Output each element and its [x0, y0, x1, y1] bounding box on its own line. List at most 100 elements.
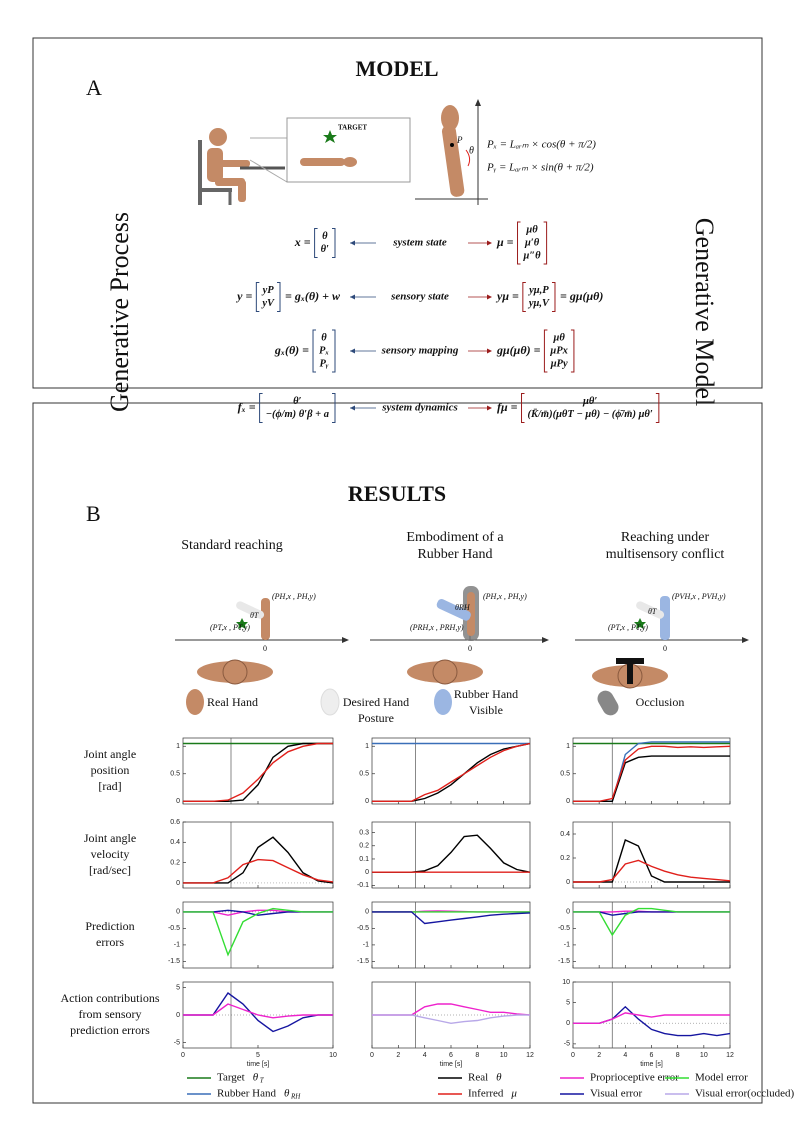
panel-letter: B — [86, 501, 101, 526]
x-tick-label: 8 — [676, 1052, 680, 1059]
y-tick-label: -1.5 — [357, 958, 369, 965]
equation-rhs: = gμ(μθ) — [560, 289, 603, 303]
legend-label: Proprioceptive error — [590, 1072, 679, 1084]
series-line — [573, 907, 730, 937]
y-tick-label: 0.1 — [359, 856, 369, 863]
legend-label: Model error — [695, 1072, 748, 1084]
x-tick-label: 6 — [650, 1052, 654, 1059]
scene-label: θT — [648, 607, 657, 616]
legend-symbol: θ — [253, 1072, 259, 1084]
scene-label: (PH,x , PH,y) — [483, 592, 527, 601]
plot-frame — [371, 821, 531, 889]
matrix-entry: θ — [321, 332, 327, 343]
equation: x = θ θ′ — [294, 228, 336, 258]
y-tick-label: -0.5 — [558, 925, 570, 932]
panel-title: RESULTS — [348, 481, 446, 506]
row-label: from sensory — [79, 1007, 142, 1021]
row-label: position — [91, 763, 130, 777]
icon-row — [186, 688, 619, 716]
series-line — [372, 1014, 530, 1025]
matrix-entry: μPy — [550, 358, 568, 369]
y-tick-label: 0.2 — [170, 859, 180, 866]
icon-label: Rubber Hand — [454, 687, 518, 701]
plot-frame — [182, 821, 334, 889]
y-tick-label: -1 — [363, 942, 369, 949]
series-line — [183, 907, 333, 957]
y-tick-label: -1.5 — [558, 958, 570, 965]
x-tick-label: 12 — [526, 1052, 534, 1059]
equation: μ = μθ μ′θ μ″θ — [496, 221, 548, 265]
matrix-entry: yμ,P — [527, 285, 549, 296]
plot-frame — [182, 737, 334, 805]
equation-lhs: gμ(μθ) = — [496, 343, 541, 357]
matrix-entry: θ — [322, 231, 328, 242]
x-tick-label: 4 — [423, 1052, 427, 1059]
legend-subscript: RH — [290, 1093, 301, 1101]
person-illustration — [198, 117, 411, 205]
x-tick-label: 5 — [256, 1052, 260, 1059]
scene-label: (PT,x , PT,y) — [608, 623, 648, 632]
legend-subscript: T — [260, 1077, 265, 1085]
bracket — [255, 282, 260, 312]
y-tick-label: 0.4 — [560, 831, 570, 838]
column-title: Rubber Hand — [417, 547, 492, 562]
arm-equation: Pᵧ = Lₐᵣₘ × sin(θ + π/2) — [486, 162, 594, 174]
mapping-label: sensory mapping — [381, 345, 459, 357]
bracket — [543, 221, 548, 265]
arrowhead — [350, 405, 355, 411]
x-axis-label: time [s] — [640, 1061, 663, 1068]
point-label: P — [456, 135, 463, 145]
y-tick-label: 0 — [176, 880, 180, 887]
y-tick-label: 0 — [566, 909, 570, 916]
bracket — [332, 329, 336, 373]
x-tick-label: 10 — [500, 1052, 508, 1059]
legend-label: Inferred — [468, 1088, 504, 1100]
axis-zero: 0 — [663, 644, 667, 653]
row-label: Action contributions — [61, 991, 160, 1005]
equation-lhs: y = — [235, 289, 252, 303]
matrix-entry: μθ — [553, 332, 566, 343]
equation: y = yP yV = gₓ(θ) + w — [235, 282, 341, 312]
axis-zero: 0 — [263, 644, 267, 653]
matrix-entry: μ′θ — [524, 237, 540, 248]
column-title: Standard reaching — [181, 538, 282, 553]
scene-rubber — [370, 586, 549, 685]
panel-a-frame — [32, 37, 763, 389]
arrowhead — [350, 294, 355, 300]
mapping-label: sensory state — [390, 291, 449, 303]
equation: fμ = μθ′(K̄/m̄)(μθT − μθ) − (ϕ̄/m̄) μθ′ — [497, 393, 660, 423]
y-tick-label: -1 — [174, 942, 180, 949]
arm-equation: Pₓ = Lₐᵣₘ × cos(θ + π/2) — [486, 139, 596, 151]
y-tick-label: 0.5 — [170, 771, 180, 778]
legend-symbol: θ — [496, 1072, 502, 1084]
x-tick-label: 12 — [726, 1052, 734, 1059]
legend-label: Rubber Hand — [217, 1088, 276, 1100]
column-title: Reaching under — [621, 530, 710, 545]
angle-label: θ — [469, 145, 474, 156]
y-tick-label: 0 — [566, 1020, 570, 1027]
y-tick-label: -5 — [564, 1041, 570, 1048]
y-tick-label: 0.5 — [560, 771, 570, 778]
row-label: prediction errors — [70, 1023, 150, 1037]
row-label: errors — [96, 935, 124, 949]
series-line — [372, 911, 530, 925]
y-tick-label: 0 — [176, 909, 180, 916]
equation-lhs: fμ = — [497, 400, 518, 414]
x-tick-label: 0 — [571, 1052, 575, 1059]
y-tick-label: -0.5 — [168, 925, 180, 932]
equation: gμ(μθ) = μθ μPx μPy — [496, 329, 575, 373]
arrowhead — [350, 348, 355, 354]
bracket — [332, 228, 336, 258]
equation-lhs: gₓ(θ) = — [274, 343, 309, 357]
equation-lhs: μ = — [496, 235, 514, 249]
bracket — [312, 329, 317, 373]
y-tick-label: -1 — [564, 942, 570, 949]
x-tick-label: 6 — [449, 1052, 453, 1059]
legend-label: Visual error(occluded) — [695, 1088, 794, 1100]
y-tick-label: 1 — [365, 743, 369, 750]
matrix-entry: yV — [260, 298, 275, 309]
scene-label: θT — [250, 611, 259, 620]
target-label: TARGET — [338, 124, 367, 132]
panel-b-frame — [32, 402, 763, 1104]
y-tick-label: 0.6 — [170, 819, 180, 826]
